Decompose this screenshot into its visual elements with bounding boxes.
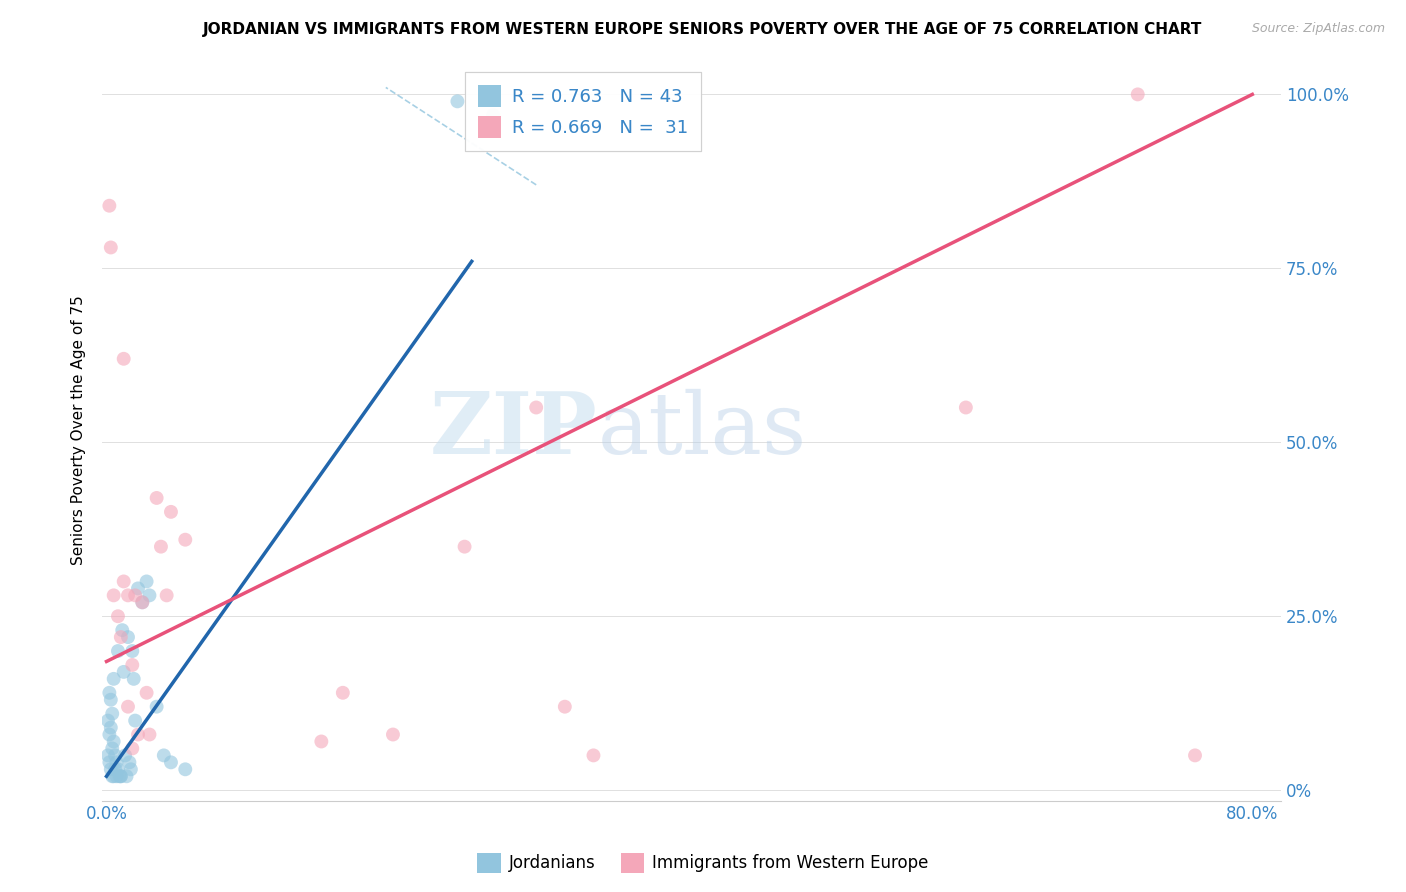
Text: JORDANIAN VS IMMIGRANTS FROM WESTERN EUROPE SENIORS POVERTY OVER THE AGE OF 75 C: JORDANIAN VS IMMIGRANTS FROM WESTERN EUR… xyxy=(204,22,1202,37)
Point xyxy=(115,769,138,783)
Point xyxy=(1184,748,1206,763)
Point xyxy=(174,533,197,547)
Point xyxy=(1126,87,1149,102)
Point xyxy=(120,762,142,776)
Point xyxy=(121,741,143,756)
Point xyxy=(482,108,505,122)
Point xyxy=(111,623,134,637)
Point xyxy=(582,748,605,763)
Point xyxy=(100,721,122,735)
Point xyxy=(138,588,160,602)
Point xyxy=(103,588,125,602)
Point xyxy=(124,588,146,602)
Point xyxy=(135,574,157,589)
Point xyxy=(131,595,153,609)
Point xyxy=(554,699,576,714)
Point xyxy=(101,769,124,783)
Point xyxy=(145,491,167,505)
Point xyxy=(107,644,129,658)
Point xyxy=(117,588,139,602)
Point xyxy=(117,630,139,644)
Point xyxy=(138,727,160,741)
Point xyxy=(955,401,977,415)
Point xyxy=(98,756,121,770)
Point xyxy=(108,769,131,783)
Point xyxy=(104,762,127,776)
Point xyxy=(121,657,143,672)
Point xyxy=(124,714,146,728)
Point xyxy=(98,199,121,213)
Legend: Jordanians, Immigrants from Western Europe: Jordanians, Immigrants from Western Euro… xyxy=(471,847,935,880)
Point xyxy=(174,762,197,776)
Point xyxy=(112,351,135,366)
Point xyxy=(156,588,179,602)
Point xyxy=(332,686,354,700)
Point xyxy=(107,609,129,624)
Point xyxy=(105,769,128,783)
Point xyxy=(103,769,125,783)
Point xyxy=(105,756,128,770)
Point xyxy=(100,762,122,776)
Text: atlas: atlas xyxy=(598,389,807,472)
Point xyxy=(101,741,124,756)
Point xyxy=(98,686,121,700)
Point xyxy=(100,240,122,254)
Point xyxy=(135,686,157,700)
Point xyxy=(117,699,139,714)
Point xyxy=(101,706,124,721)
Point xyxy=(110,630,132,644)
Point xyxy=(118,756,141,770)
Point xyxy=(160,756,183,770)
Point xyxy=(97,714,120,728)
Point xyxy=(98,727,121,741)
Point xyxy=(153,748,176,763)
Point xyxy=(127,582,149,596)
Point xyxy=(114,748,136,763)
Point xyxy=(381,727,404,741)
Point xyxy=(104,748,127,763)
Point xyxy=(110,769,132,783)
Point xyxy=(112,665,135,679)
Point xyxy=(453,540,475,554)
Point xyxy=(122,672,145,686)
Point xyxy=(149,540,172,554)
Point xyxy=(112,574,135,589)
Point xyxy=(97,748,120,763)
Point xyxy=(110,769,132,783)
Point xyxy=(107,762,129,776)
Point xyxy=(446,95,468,109)
Text: Source: ZipAtlas.com: Source: ZipAtlas.com xyxy=(1251,22,1385,36)
Point xyxy=(131,595,153,609)
Y-axis label: Seniors Poverty Over the Age of 75: Seniors Poverty Over the Age of 75 xyxy=(72,295,86,565)
Point xyxy=(121,644,143,658)
Point xyxy=(127,727,149,741)
Point xyxy=(100,692,122,706)
Point xyxy=(103,734,125,748)
Point xyxy=(145,699,167,714)
Text: ZIP: ZIP xyxy=(430,388,598,472)
Point xyxy=(103,672,125,686)
Point xyxy=(311,734,333,748)
Point xyxy=(160,505,183,519)
Point xyxy=(524,401,547,415)
Legend: R = 0.763   N = 43, R = 0.669   N =  31: R = 0.763 N = 43, R = 0.669 N = 31 xyxy=(465,72,700,151)
